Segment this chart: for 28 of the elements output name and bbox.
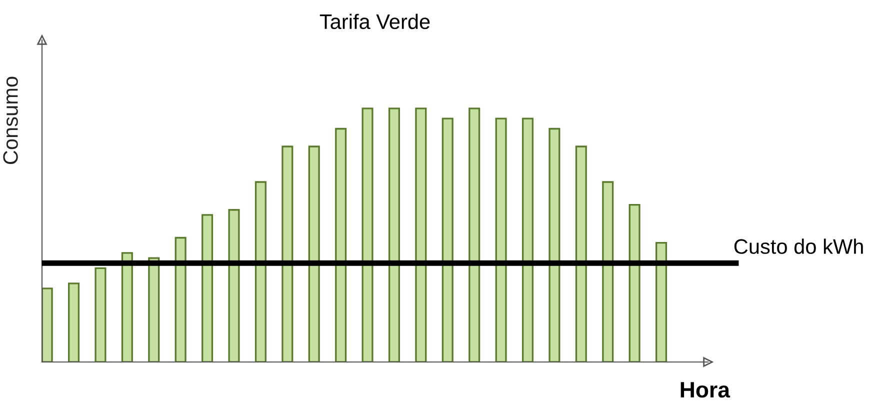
bar [442,118,454,362]
bar [495,118,507,362]
bar [548,128,560,362]
x-axis-title: Hora [680,382,730,398]
bar [388,108,400,362]
bar [254,181,266,362]
bar [121,252,133,362]
bar [94,267,106,362]
bar [522,118,534,362]
y-axis-title: Consumo [3,76,18,164]
bar [602,181,614,362]
bar [228,209,240,362]
bar [68,282,80,362]
bar [148,257,160,362]
bar [308,146,320,362]
bar [362,108,374,362]
ref-line-label: Custo do kWh [734,238,863,254]
bar [42,288,53,362]
bar [628,204,640,362]
bar [174,236,186,362]
chart-title: Tarifa Verde [320,14,430,30]
bar [655,242,668,362]
bar [575,146,587,362]
bar [468,108,480,362]
bar [415,108,427,362]
bar [335,128,347,362]
bar [202,214,214,362]
bar [282,146,294,362]
